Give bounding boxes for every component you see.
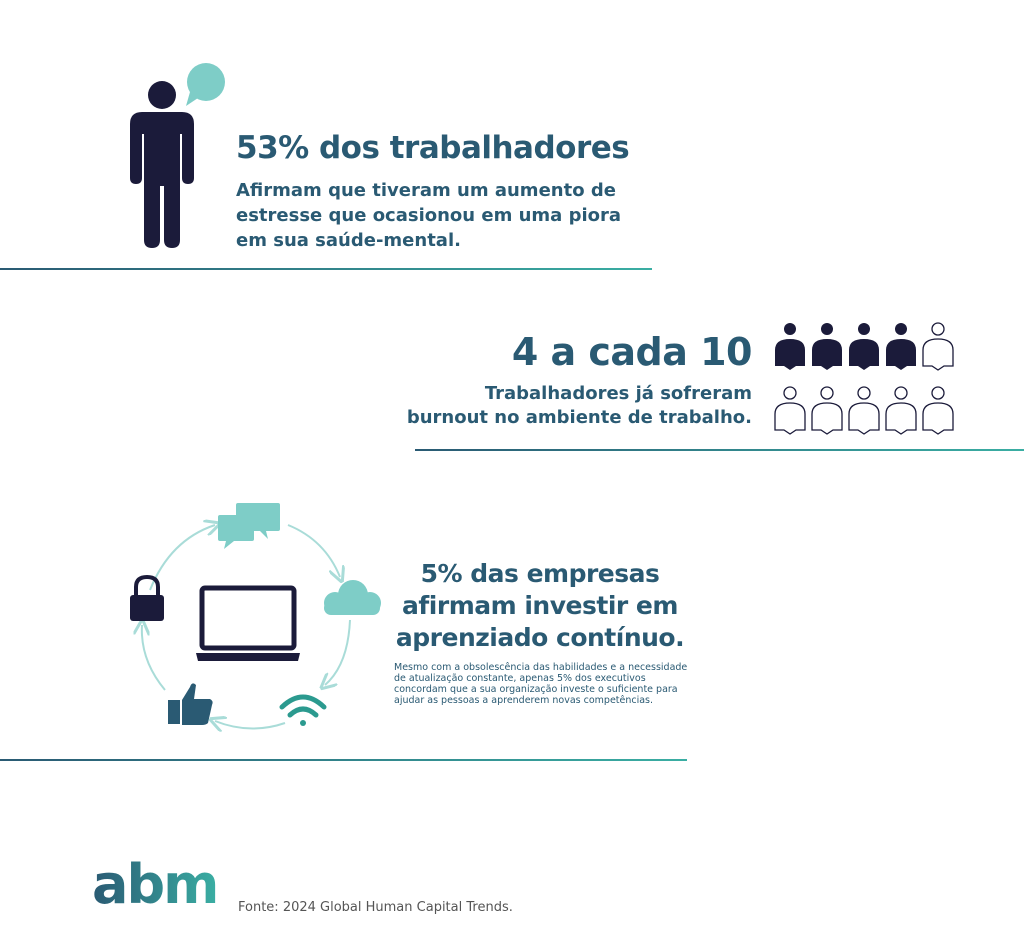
person-filled-icon [849,323,879,370]
cloud-icon [324,580,381,615]
people-grid [774,322,954,435]
section1-body: Afirmam que tiveram um aumento de estres… [236,180,622,251]
source-citation: Fonte: 2024 Global Human Capital Trends. [238,900,513,915]
person-filled-icon [775,323,805,370]
digital-cycle-illustration [130,503,381,735]
person-outline-icon [811,386,843,435]
laptop-icon [196,585,300,661]
section1-headline: 53% dos trabalhadores [236,130,630,166]
abm-logo: abm [92,853,219,916]
person-outline-icon [774,386,806,435]
person-outline-icon [848,386,880,435]
divider-2 [415,449,1024,451]
wifi-icon [279,694,327,726]
chat-bubbles-icon [218,503,280,549]
person-outline-icon [922,322,954,371]
divider-3 [0,759,687,761]
person-filled-icon [886,323,916,370]
person-outline-icon [885,386,917,435]
section3-headline: 5% das empresas afirmam investir em apre… [395,559,685,652]
section2-body: Trabalhadores já sofreram burnout no amb… [406,383,752,428]
divider-1 [0,268,652,270]
padlock-icon [130,574,164,621]
person-filled-icon [812,323,842,370]
person-outline-icon [922,386,954,435]
person-speaking-icon [130,63,225,248]
section2-headline: 4 a cada 10 [511,330,753,374]
thumbs-up-icon [168,683,213,725]
section3-body: Mesmo com a obsolescência das habilidade… [394,662,688,706]
